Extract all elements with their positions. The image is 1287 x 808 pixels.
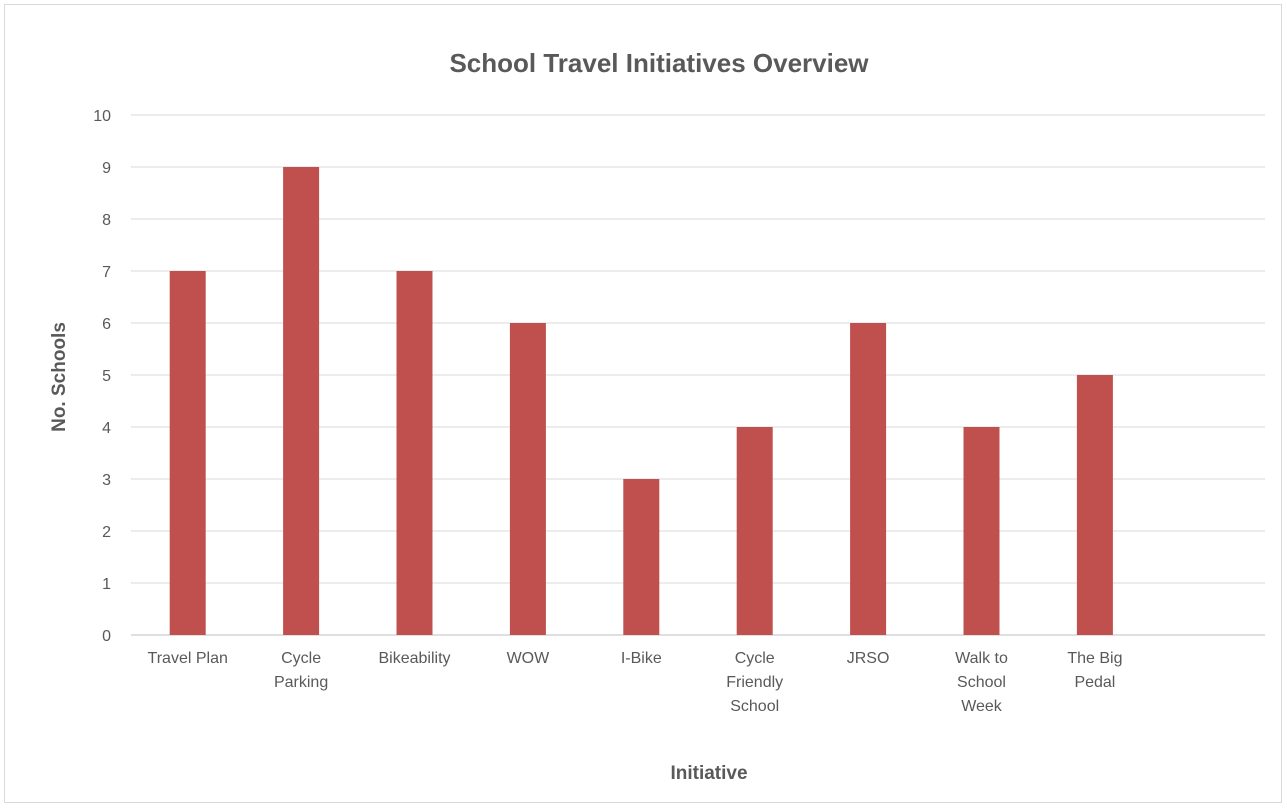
x-tick-label: Cycle Parking — [274, 650, 328, 691]
bar — [736, 427, 773, 635]
gridlines — [131, 114, 1265, 636]
x-tick-label: I-Bike — [621, 650, 662, 667]
y-tick-label: 1 — [102, 576, 111, 593]
x-tick-label: JRSO — [847, 650, 890, 667]
y-tick-label: 4 — [102, 420, 111, 437]
x-tick-label: Cycle Friendly School — [726, 650, 783, 715]
y-axis-ticks: 0 1 2 3 4 5 6 7 8 9 10 — [93, 108, 111, 645]
x-axis-title: Initiative — [670, 763, 747, 784]
y-tick-label: 10 — [93, 108, 111, 125]
y-tick-label: 7 — [102, 264, 111, 281]
bar-chart: School Travel Initiatives Overview 0 1 2 3 4… — [49, 48, 1265, 784]
y-tick-label: 3 — [102, 472, 111, 489]
bar — [396, 271, 433, 635]
chart-title: School Travel Initiatives Overview — [449, 48, 869, 78]
y-tick-label: 6 — [102, 316, 111, 333]
bar — [623, 479, 660, 635]
y-tick-label: 9 — [102, 160, 111, 177]
x-axis-ticks: Travel Plan Cycle Parking Bikeability WOW I-B… — [148, 650, 1123, 715]
bar — [169, 271, 206, 635]
x-tick-label: Travel Plan — [148, 650, 228, 667]
y-tick-label: 0 — [102, 628, 111, 645]
x-tick-label: The Big Pedal — [1067, 650, 1122, 691]
x-tick-label: Walk to School Week — [955, 650, 1008, 715]
x-tick-label: Bikeability — [378, 650, 450, 667]
y-tick-label: 5 — [102, 368, 111, 385]
y-tick-label: 2 — [102, 524, 111, 541]
x-tick-label: WOW — [507, 650, 551, 667]
bars — [169, 167, 1113, 635]
y-tick-label: 8 — [102, 212, 111, 229]
bar — [850, 323, 887, 635]
bar — [509, 323, 546, 635]
bar — [963, 427, 1000, 635]
bar — [283, 167, 320, 635]
y-axis-title: No. Schools — [49, 322, 70, 432]
chart-frame: School Travel Initiatives Overview 0 1 2 3 4… — [4, 4, 1282, 803]
bar — [1076, 375, 1113, 635]
